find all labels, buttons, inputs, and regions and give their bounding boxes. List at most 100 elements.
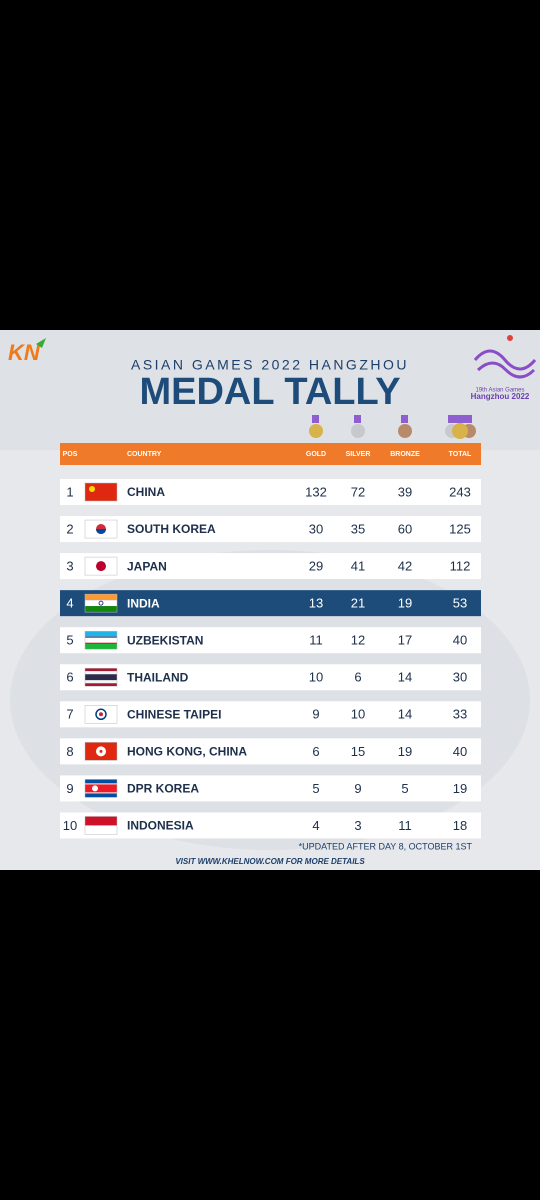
table-row: 6 THAILAND 10 6 14 30	[60, 664, 481, 691]
flag	[84, 593, 118, 613]
cell-value: 42	[398, 559, 412, 574]
country-name: UZBEKISTAN	[127, 633, 203, 647]
cell-value: 10	[63, 818, 77, 833]
cell-value: 72	[351, 484, 365, 499]
flag-band	[85, 637, 117, 644]
flag-border	[84, 593, 118, 613]
country-name: JAPAN	[127, 559, 167, 573]
table-row: 7 CHINESE TAIPEI 9 10 14 33	[60, 701, 481, 728]
flag	[84, 482, 118, 502]
flag	[84, 556, 118, 576]
cell-value: 53	[453, 596, 467, 611]
footer: VISIT WWW.KHELNOW.COM FOR MORE DETAILS	[175, 857, 365, 866]
flag-border	[84, 482, 118, 502]
flag-star	[89, 486, 95, 492]
table-row: 9 DPR KOREA 5 9 5 19	[60, 775, 481, 802]
cell-value: 112	[450, 559, 471, 574]
stadium-shade	[10, 550, 530, 850]
cell-value: 17	[398, 633, 412, 648]
flag	[84, 519, 118, 539]
flag	[84, 705, 118, 724]
flag-border	[84, 705, 118, 724]
country-name: THAILAND	[127, 670, 189, 684]
flag-emblem	[96, 529, 106, 535]
cell-value: 11	[398, 818, 412, 833]
flag-band	[85, 668, 117, 672]
flag-band	[85, 671, 117, 675]
flag-disc	[92, 785, 98, 792]
cell-value: 40	[453, 633, 467, 648]
cell-value: 14	[398, 707, 412, 722]
cell-value: 10	[309, 670, 323, 685]
subtitle: ASIAN GAMES 2022 HANGZHOU	[131, 357, 409, 373]
cell-value: 13	[309, 596, 323, 611]
row-background	[60, 701, 481, 728]
flag-disc	[96, 561, 106, 572]
cell-value: 4	[312, 818, 319, 833]
flag-band	[85, 784, 117, 793]
cell-value: 2	[66, 521, 73, 536]
cell-value: 29	[309, 559, 323, 574]
flag	[84, 816, 118, 835]
row-background	[60, 516, 481, 543]
flag-border	[84, 816, 118, 835]
cell-value: 39	[398, 484, 412, 499]
country-name: SOUTH KOREA	[127, 522, 216, 536]
cell-value: 4	[66, 596, 73, 611]
flag-wheel	[98, 600, 104, 606]
cell-value: 6	[312, 744, 319, 759]
brand-leaf	[36, 338, 46, 348]
row-background	[60, 479, 481, 505]
row-background	[60, 775, 481, 802]
cell-value: 12	[351, 633, 365, 648]
table-row: 8 HONG KONG, CHINA 6 15 19 40	[60, 738, 481, 765]
country-name: CHINA	[127, 485, 165, 499]
event-logo-line: Hangzhou 2022	[471, 392, 530, 401]
table-row: 3 JAPAN 29 41 42 112	[60, 553, 481, 580]
table-row: 1 CHINA 132 72 39 243	[60, 479, 481, 505]
flag-border	[84, 556, 118, 576]
flag	[84, 742, 118, 761]
cell-value: 21	[351, 596, 365, 611]
cell-value: 19	[398, 596, 412, 611]
cell-value: 9	[354, 781, 361, 796]
cell-value: 132	[305, 484, 327, 499]
flag-band	[85, 631, 117, 638]
cell-value: 1	[66, 484, 73, 499]
cell-value: 5	[66, 633, 73, 648]
table-header	[60, 443, 481, 465]
row-background	[60, 738, 481, 765]
row-background	[60, 627, 481, 654]
table-row: 10 INDONESIA 4 3 11 18	[60, 812, 481, 839]
title: MEDAL TALLY	[139, 371, 400, 413]
flag-band	[85, 680, 117, 684]
cell-value: 30	[309, 521, 323, 536]
cell-value: 3	[354, 818, 361, 833]
flag-band	[85, 816, 117, 826]
flag-band	[85, 674, 117, 681]
flag-flower	[99, 749, 103, 753]
cell-value: 9	[312, 707, 319, 722]
column-header: SILVER	[346, 451, 371, 458]
brand-logo: KN	[8, 340, 41, 365]
country-name: HONG KONG, CHINA	[127, 745, 247, 759]
flag-band	[85, 600, 117, 607]
column-header: BRONZE	[390, 451, 420, 458]
column-header: TOTAL	[449, 451, 472, 458]
flag-band	[85, 825, 117, 835]
row-background	[60, 812, 481, 839]
flag-emblem	[99, 712, 103, 717]
flag	[84, 779, 118, 798]
cell-value: 18	[453, 818, 467, 833]
cell-value: 19	[398, 744, 412, 759]
cell-value: 15	[351, 744, 365, 759]
column-header: POS	[63, 451, 78, 458]
cell-value: 9	[66, 781, 73, 796]
country-name: CHINESE TAIPEI	[127, 707, 221, 721]
flag-border	[84, 630, 118, 650]
cell-value: 125	[449, 521, 471, 536]
cell-value: 6	[66, 670, 73, 685]
flag-border	[84, 668, 118, 687]
